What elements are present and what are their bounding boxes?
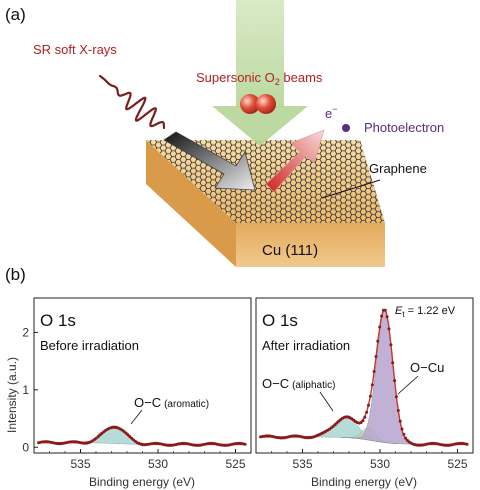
panel-b-spectra: (b) Intensity (a.u.) 535 530 525 0 1 2 O 1s … <box>5 265 474 489</box>
y-tick-label: 0 <box>22 440 29 454</box>
left-peak-pointer <box>130 409 143 425</box>
chart-after-irradiation: 535 530 525 O 1s After irradiation Et = 1.… <box>255 297 474 489</box>
electron-symbol: e− <box>325 104 338 121</box>
data-point <box>389 343 393 347</box>
x-tick-label: 525 <box>447 457 467 471</box>
photoelectron-label: Photoelectron <box>364 120 444 135</box>
x-axis-label-right: Binding energy (eV) <box>311 475 417 489</box>
data-point <box>372 370 376 373</box>
right-subtitle: After irradiation <box>262 338 350 353</box>
right-peak1-pointer <box>319 391 334 412</box>
x-tick-label: 535 <box>70 457 90 471</box>
photoelectron-arrow-icon <box>265 129 325 193</box>
cu-substrate: Cu (111) <box>146 140 385 267</box>
xray-arrow-icon <box>163 131 256 191</box>
data-point <box>465 442 469 446</box>
panel-b-label: (b) <box>5 265 26 284</box>
x-tick-label: 530 <box>148 457 168 471</box>
data-point <box>370 383 374 387</box>
o2-beam-arrow <box>212 0 308 146</box>
data-point <box>398 419 402 423</box>
sr-label: SR soft X-rays <box>33 42 117 57</box>
substrate-label: Cu (111) <box>262 242 318 259</box>
x-tick-label: 525 <box>225 457 245 471</box>
right-peak2-pointer <box>397 375 419 395</box>
data-point <box>396 409 400 412</box>
data-point <box>387 327 391 331</box>
y-axis-label: Intensity (a.u.) <box>5 357 19 433</box>
panel-a-schematic: (a) Cu (111) Supersonic O2 beams SR soft… <box>5 0 444 267</box>
left-title: O 1s <box>40 311 76 330</box>
data-point <box>394 395 398 399</box>
o2-molecule-icon <box>240 94 276 114</box>
graphene-label: Graphene <box>369 161 427 176</box>
substrate-front <box>236 223 385 267</box>
graphene-pointer <box>321 179 381 199</box>
data-point <box>374 355 378 358</box>
beam-label: Supersonic O2 beams <box>196 70 323 87</box>
data-points-left <box>37 425 247 447</box>
right-title: O 1s <box>262 311 298 330</box>
data-point <box>243 442 247 446</box>
data-point <box>376 339 380 343</box>
right-peak2-label: O−Cu <box>410 360 444 375</box>
y-ticks: 0 1 2 <box>22 325 38 454</box>
y-tick-label: 2 <box>22 325 29 339</box>
data-point <box>363 415 367 419</box>
data-point <box>367 403 370 407</box>
data-point <box>402 432 406 436</box>
left-subtitle: Before irradiation <box>40 338 139 353</box>
data-point <box>380 314 384 318</box>
x-ticks-right: 535 530 525 <box>271 449 468 471</box>
right-peak1-label: O−C (aliphatic) <box>262 376 335 391</box>
data-point <box>383 308 387 312</box>
data-point <box>368 394 372 398</box>
chart-before-irradiation: 535 530 525 0 1 2 O 1s Before irradiation O−… <box>22 297 252 489</box>
y-tick-label: 1 <box>22 383 29 397</box>
electron-dot-icon <box>342 124 350 132</box>
data-point <box>391 361 395 365</box>
data-points-right <box>259 308 469 447</box>
data-point <box>365 410 369 414</box>
data-point <box>404 436 408 440</box>
x-tick-label: 530 <box>370 457 390 471</box>
data-point <box>393 379 397 383</box>
sr-wave-icon <box>98 74 166 130</box>
substrate-side <box>146 140 236 267</box>
data-point <box>385 315 389 319</box>
component-fill-2 <box>349 310 420 445</box>
data-point <box>400 427 404 431</box>
x-axis-label-left: Binding energy (eV) <box>89 475 195 489</box>
x-tick-label: 535 <box>292 457 312 471</box>
left-peak-label: O−C (aromatic) <box>134 395 209 410</box>
data-point <box>359 421 363 424</box>
energy-annotation: Et = 1.22 eV <box>395 305 456 319</box>
data-point <box>378 325 382 329</box>
panel-a-label: (a) <box>5 5 26 24</box>
x-ticks-left: 535 530 525 <box>49 449 246 471</box>
data-point <box>361 419 365 423</box>
